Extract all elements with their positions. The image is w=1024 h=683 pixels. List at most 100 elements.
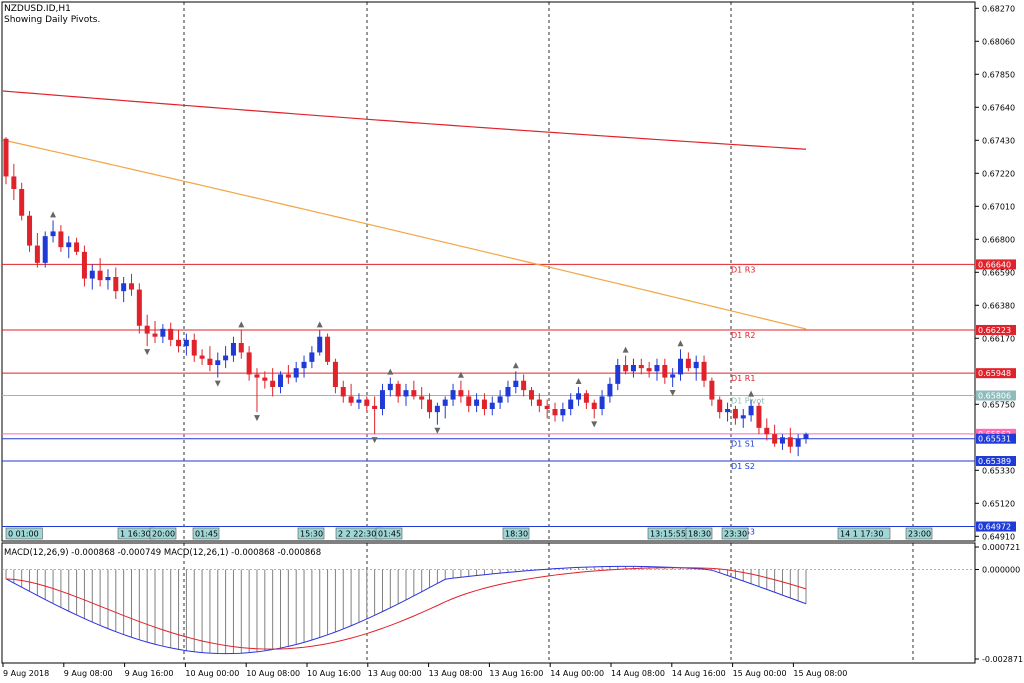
- time-axis-label: 14 Aug 00:00: [550, 669, 604, 678]
- candle-body: [701, 361, 707, 381]
- pivot-price-label: 0.64972: [978, 523, 1011, 532]
- fractal-up-arrow: [677, 340, 684, 347]
- pivot-price-tag: [976, 259, 1016, 270]
- pivot-price-label: 0.65389: [978, 457, 1011, 466]
- candle-body: [27, 215, 33, 246]
- candle-body: [497, 396, 503, 403]
- time-axis-label: 9 Aug 08:00: [64, 669, 113, 678]
- time-marker-box: [502, 527, 530, 540]
- time-axis-label: 10 Aug 08:00: [246, 669, 300, 678]
- macd-signal-line: [5, 567, 807, 650]
- price-tick-label: 0.67430: [982, 136, 1015, 145]
- candle-body: [536, 399, 542, 406]
- pivot-price-tag: [976, 324, 1016, 335]
- candle-body: [787, 437, 793, 447]
- candle-body: [372, 405, 378, 409]
- subtitle-label: Showing Daily Pivots.: [4, 15, 101, 25]
- candle-body: [662, 365, 668, 378]
- candle-body: [623, 365, 629, 372]
- candle-body: [176, 339, 182, 347]
- candle-body: [489, 402, 495, 409]
- candle-body: [560, 409, 566, 416]
- candle-body: [552, 409, 558, 416]
- candle-body: [42, 236, 48, 263]
- price-tick-label: 0.67850: [982, 70, 1015, 79]
- time-axis-label: 13 Aug 16:00: [489, 669, 543, 678]
- candle-body: [654, 365, 660, 372]
- candle-body: [183, 339, 189, 347]
- candle-body: [113, 277, 119, 292]
- time-axis-label: 14 Aug 16:00: [672, 669, 726, 678]
- candle-body: [364, 399, 370, 406]
- macd-tick-label: -0.002871: [982, 655, 1023, 664]
- candle-body: [66, 242, 72, 248]
- candle-body: [317, 336, 323, 353]
- candle-body: [411, 390, 417, 397]
- time-axis-label: 14 Aug 08:00: [611, 669, 665, 678]
- macd-tick-label: 0.000721: [982, 543, 1020, 552]
- candle-body: [152, 333, 158, 337]
- candle-body: [74, 242, 80, 252]
- candle-body: [3, 138, 9, 177]
- candle-body: [270, 380, 276, 387]
- candle-body: [301, 361, 307, 369]
- fractal-down-arrow: [434, 427, 441, 434]
- time-marker-label: 18:30: [505, 530, 528, 539]
- ma-long-line: [2, 90, 807, 150]
- fractal-down-arrow: [669, 390, 676, 396]
- price-tick-label: 0.66380: [982, 301, 1015, 310]
- price-tick-label: 0.66590: [982, 268, 1015, 277]
- fractal-down-arrow: [214, 380, 221, 387]
- candle-body: [748, 405, 754, 416]
- pivot-price-label: 0.65806: [978, 391, 1011, 400]
- price-tick-label: 0.65750: [982, 400, 1015, 409]
- candle-body: [395, 383, 401, 397]
- time-axis-label: 15 Aug 00:00: [733, 669, 787, 678]
- candle-body: [646, 368, 652, 372]
- candle-body: [81, 251, 87, 279]
- candle-body: [521, 380, 527, 391]
- candle-body: [466, 396, 472, 406]
- pivot-name: D1 R1: [731, 374, 755, 383]
- candle-body: [450, 390, 456, 400]
- time-marker-box: [192, 527, 220, 540]
- time-marker-label: 14 1 17:30: [840, 530, 883, 539]
- time-axis-label: 9 Aug 2018: [3, 669, 49, 678]
- fractal-down-arrow: [253, 415, 260, 422]
- candle-body: [262, 377, 268, 381]
- time-marker-label: 23:30: [724, 530, 747, 539]
- pivot-name: D1 R3: [731, 265, 755, 274]
- macd-tick-label: 0.000000: [982, 565, 1020, 574]
- price-tick-label: 0.68060: [982, 37, 1015, 46]
- pivot-price-label: 0.66223: [978, 326, 1011, 335]
- time-marker-label: 20:00: [152, 530, 175, 539]
- fractal-up-arrow: [238, 321, 245, 328]
- time-marker-label: 13:15:55: [650, 530, 686, 539]
- time-marker-box: [721, 527, 749, 540]
- candle-body: [254, 374, 260, 378]
- candle-body: [615, 365, 621, 384]
- ma-medium-line: [2, 139, 807, 330]
- candle-body: [230, 343, 236, 356]
- candle-body: [58, 231, 64, 248]
- candle-body: [332, 361, 338, 387]
- candle-body: [513, 380, 519, 387]
- fractal-up-arrow: [575, 378, 582, 384]
- time-axis-label: 10 Aug 16:00: [307, 669, 361, 678]
- pivot-price-tag: [976, 521, 1016, 532]
- candle-body: [238, 343, 244, 353]
- pivot-price-label: 0.66640: [978, 260, 1011, 269]
- candle-body: [11, 176, 17, 189]
- candle-body: [50, 231, 56, 237]
- time-marker-box: [149, 527, 177, 540]
- price-tick-label: 0.66800: [982, 235, 1015, 244]
- candle-body: [19, 189, 25, 216]
- time-marker-label: 15:30: [300, 530, 323, 539]
- candle-body: [670, 374, 676, 378]
- candle-body: [325, 336, 331, 362]
- price-tick-label: 0.67010: [982, 202, 1015, 211]
- pivot-name: D1 Pivot: [731, 396, 764, 405]
- macd-label: MACD(12,26,9) -0.000868 -0.000749 MACD(1…: [4, 548, 322, 558]
